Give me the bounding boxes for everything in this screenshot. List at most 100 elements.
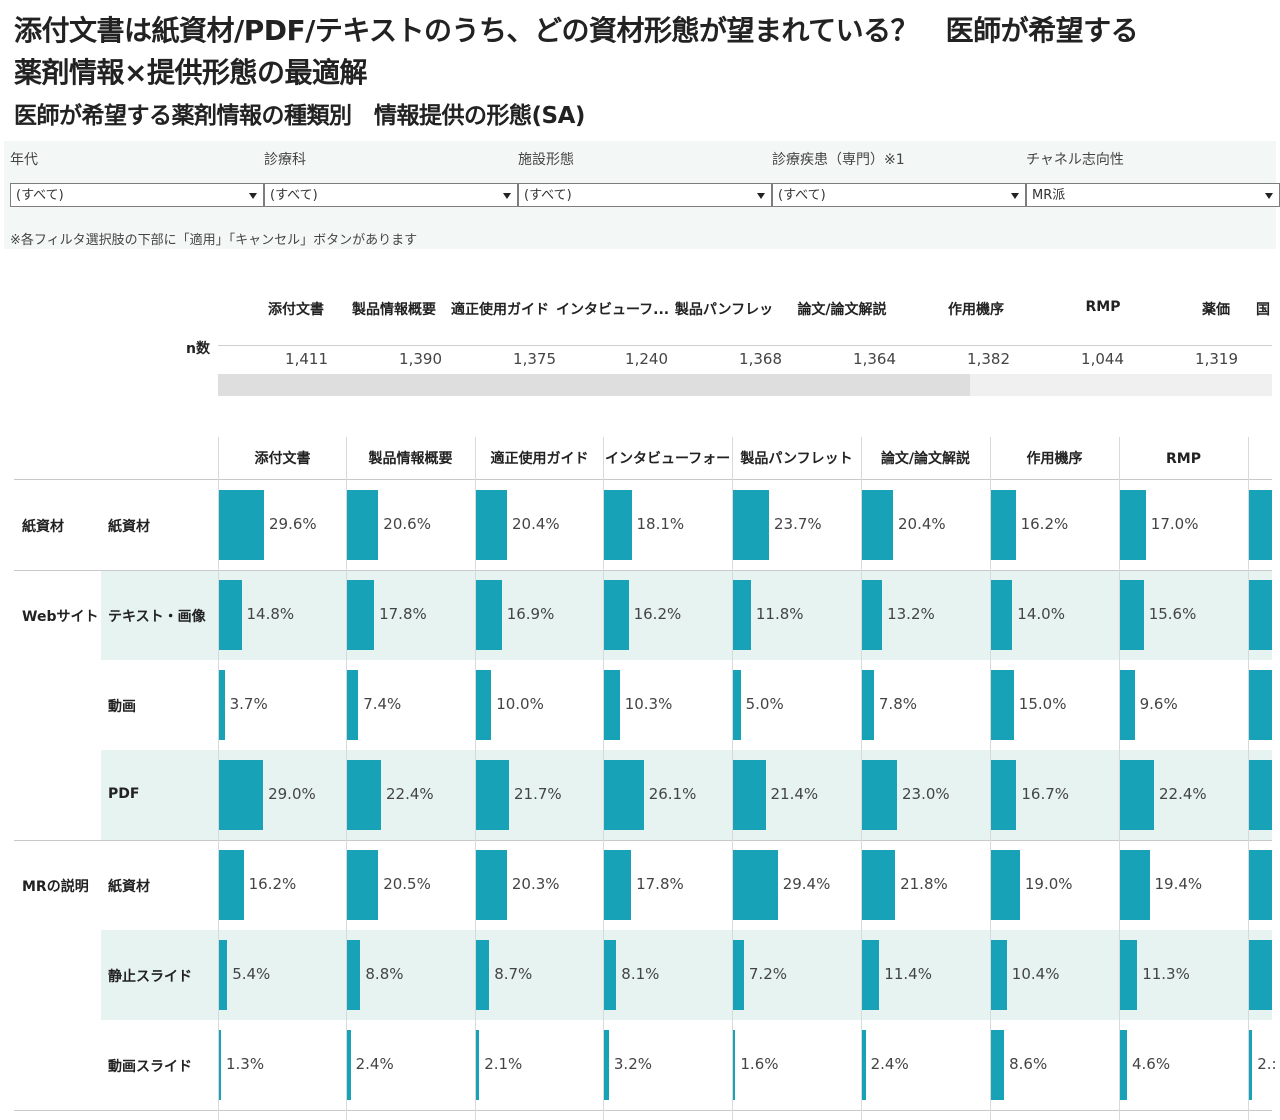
bar (733, 850, 778, 920)
value-label: 7.8% (878, 695, 917, 713)
filter-note: ※各フィルタ選択肢の下部に「適用」「キャンセル」ボタンがあります (10, 233, 418, 248)
bar (347, 1030, 351, 1100)
bar (1120, 760, 1154, 830)
dropdown-arrow-icon (757, 193, 765, 199)
filter-channel-select[interactable]: MR派 (1026, 183, 1280, 207)
filter-label: チャネル志向性 (1026, 152, 1124, 168)
n-count-value: 1,390 (399, 350, 442, 368)
bar (733, 1030, 736, 1100)
bar (476, 760, 509, 830)
row-label: 紙資材 (108, 879, 150, 895)
column-divider (346, 437, 347, 1120)
value-label: 17.8% (379, 605, 427, 623)
bar (1120, 1030, 1127, 1100)
bar (347, 580, 375, 650)
column-divider (990, 437, 991, 1120)
value-label: 29.6% (269, 515, 317, 533)
group-label: 紙資材 (22, 519, 64, 535)
bar (991, 850, 1020, 920)
bar (862, 760, 897, 830)
value-label: 26.1% (648, 785, 697, 803)
bar-partial (1249, 850, 1272, 920)
column-header: 製品パンフレット (740, 451, 853, 467)
bar (219, 940, 228, 1010)
value-label: 21.7% (514, 785, 562, 803)
value-label: 16.9% (506, 605, 555, 623)
bar (604, 670, 620, 740)
value-label: 17.8% (636, 875, 684, 893)
filter-value: (すべて) (16, 188, 64, 203)
n-count-value: 1,375 (513, 350, 556, 368)
value-label: 15.0% (1018, 695, 1067, 713)
value-label: 9.6% (1139, 695, 1178, 713)
column-header: 適正使用ガイド (490, 451, 589, 467)
value-label: 23.0% (902, 785, 950, 803)
value-label: 22.4% (386, 785, 434, 803)
value-label: 14.0% (1017, 605, 1065, 623)
value-label: 3.2% (613, 1055, 652, 1073)
value-label-partial: 2.: (1257, 1055, 1277, 1073)
value-label: 3.7% (229, 695, 268, 713)
row-divider (14, 479, 1272, 480)
column-divider (861, 437, 862, 1120)
n-count-column-header: 論文/論文解説 (797, 302, 887, 318)
value-label: 19.4% (1154, 875, 1203, 893)
value-label: 1.6% (740, 1055, 779, 1073)
bar (476, 940, 490, 1010)
row-label: 静止スライド (108, 969, 192, 985)
value-label: 29.4% (782, 875, 831, 893)
filter-label: 診療疾患（専門）※1 (772, 152, 905, 168)
filter-facility-select[interactable]: (すべて) (518, 183, 772, 207)
bar (219, 490, 264, 560)
value-label: 7.4% (363, 695, 402, 713)
bar (991, 670, 1014, 740)
column-header: 作用機序 (1026, 451, 1083, 467)
bar (862, 940, 880, 1010)
bar-partial (1249, 580, 1272, 650)
filter-value: MR派 (1032, 188, 1066, 203)
n-count-column-header: 添付文書 (268, 302, 324, 318)
dropdown-arrow-icon (1011, 193, 1019, 199)
n-count-column-header: 製品パンフレッ (674, 302, 774, 318)
page-title: 添付文書は紙資材/PDF/テキストのうち、どの資材形態が望まれている？ 医師が希… (14, 14, 1139, 47)
value-label: 19.0% (1024, 875, 1073, 893)
bar (604, 1030, 609, 1100)
row-label: 動画 (108, 699, 136, 715)
bar (862, 580, 883, 650)
row-band (101, 570, 1272, 660)
filter-disease-select[interactable]: (すべて) (772, 183, 1026, 207)
bar (347, 940, 361, 1010)
filter-value: (すべて) (778, 188, 826, 203)
value-label: 2.4% (870, 1055, 909, 1073)
value-label: 11.3% (1142, 965, 1190, 983)
bar (991, 760, 1017, 830)
row-divider (14, 570, 1272, 571)
value-label: 21.4% (770, 785, 819, 803)
dropdown-arrow-icon (1265, 193, 1273, 199)
bar (476, 1030, 480, 1100)
scrollbar-thumb[interactable] (218, 374, 970, 396)
filter-age: 年代 (すべて) (10, 149, 264, 207)
filter-disease: 診療疾患（専門）※1 (すべて) (772, 149, 1026, 207)
group-label: MRの説明 (22, 879, 89, 895)
value-label: 11.8% (755, 605, 804, 623)
value-label: 5.4% (232, 965, 271, 983)
value-label: 10.4% (1011, 965, 1060, 983)
value-label: 13.2% (887, 605, 935, 623)
n-count-column-header: 製品情報概要 (352, 302, 436, 318)
value-label: 23.7% (774, 515, 822, 533)
horizontal-scrollbar[interactable] (218, 374, 1272, 396)
row-band (101, 750, 1272, 840)
value-label: 16.2% (248, 875, 297, 893)
value-label: 11.4% (884, 965, 932, 983)
column-divider (1248, 437, 1249, 1120)
bar (476, 850, 507, 920)
filter-specialty-select[interactable]: (すべて) (264, 183, 518, 207)
filter-age-select[interactable]: (すべて) (10, 183, 264, 207)
bar (733, 490, 769, 560)
row-label: テキスト・画像 (108, 609, 206, 625)
n-count-value: 1,044 (1081, 350, 1124, 368)
group-label: Webサイト (22, 609, 99, 625)
value-label: 14.8% (246, 605, 295, 623)
filter-label: 施設形態 (518, 152, 574, 168)
